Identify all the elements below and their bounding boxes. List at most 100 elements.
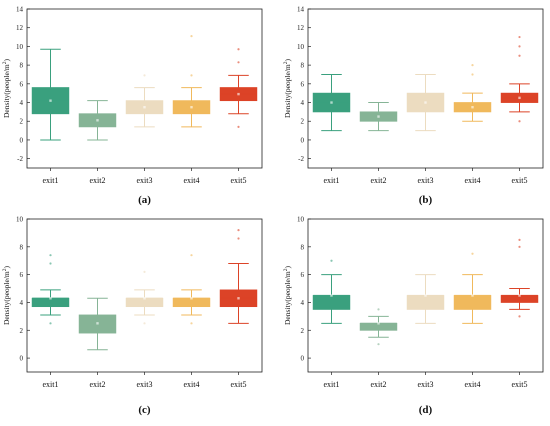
box-exit2: exit2: [78, 100, 117, 185]
box-exit2: exit2: [359, 102, 398, 185]
box-body: [453, 295, 492, 310]
outlier-point: [49, 322, 52, 325]
panel-label: (a): [138, 194, 151, 206]
y-axis-label-main: Density(people/m: [283, 64, 292, 118]
mean-marker: [143, 106, 146, 109]
outlier-point: [471, 64, 474, 67]
y-tick-label: 0: [301, 136, 305, 144]
y-tick-label: 12: [16, 24, 24, 32]
x-tick-label: exit2: [371, 380, 387, 389]
outlier-point: [518, 238, 521, 241]
outlier-point: [377, 308, 380, 311]
mean-marker: [49, 297, 52, 300]
x-tick-label: exit5: [512, 380, 528, 389]
x-tick-label: exit1: [324, 176, 340, 185]
mean-marker: [330, 101, 333, 104]
mean-marker: [96, 322, 99, 325]
x-tick-label: exit1: [43, 380, 59, 389]
box-exit1: exit1: [31, 254, 70, 389]
y-axis-label-end: ): [2, 266, 11, 269]
y-axis-label: Density(people/m2): [2, 59, 11, 119]
outlier-point: [518, 245, 521, 248]
x-tick-label: exit4: [465, 176, 481, 185]
y-tick-label: -2: [298, 155, 304, 163]
mean-marker: [143, 297, 146, 300]
y-tick-label: 0: [20, 355, 24, 363]
y-axis-label: Density(people/m2): [2, 266, 11, 326]
outlier-point: [237, 125, 240, 128]
x-tick-label: exit4: [184, 380, 200, 389]
mean-marker: [237, 92, 240, 96]
box-exit3: exit3: [125, 270, 164, 389]
outlier-point: [237, 237, 240, 240]
mean-marker: [377, 115, 380, 118]
panel-label: (b): [419, 194, 433, 206]
y-tick-label: 2: [301, 118, 305, 126]
x-tick-label: exit2: [371, 176, 387, 185]
outlier-point: [143, 74, 146, 77]
outlier-point: [190, 35, 193, 38]
outlier-point: [471, 73, 474, 76]
x-tick-label: exit5: [231, 380, 247, 389]
y-tick-label: 2: [301, 327, 305, 335]
box-exit4: exit4: [453, 252, 492, 389]
x-tick-label: exit3: [137, 176, 153, 185]
outlier-point: [518, 54, 521, 57]
y-axis-label-end: ): [283, 59, 292, 62]
y-tick-label: 4: [301, 99, 305, 107]
mean-marker: [518, 96, 521, 100]
box-body: [172, 297, 211, 308]
y-tick-label: 14: [297, 6, 305, 14]
outlier-point: [49, 262, 52, 265]
x-tick-label: exit5: [231, 176, 247, 185]
outlier-point: [143, 270, 146, 273]
y-tick-label: 2: [20, 118, 24, 126]
outlier-point: [518, 35, 521, 39]
mean-marker: [96, 119, 99, 122]
box-exit4: exit4: [172, 254, 211, 389]
outlier-point: [143, 322, 146, 325]
box-exit2: exit2: [78, 297, 117, 389]
y-tick-label: 8: [20, 62, 24, 70]
outlier-point: [190, 254, 193, 257]
outlier-point: [49, 254, 52, 257]
mean-marker: [471, 294, 474, 297]
y-axis-label-sup: 2: [2, 268, 8, 271]
mean-marker: [471, 106, 474, 109]
y-tick-label: 0: [301, 355, 305, 363]
box-exit5: exit5: [500, 238, 539, 389]
box-exit5: exit5: [219, 229, 258, 389]
box-body: [312, 295, 351, 310]
box-exit2: exit2: [359, 308, 398, 389]
box-body: [406, 295, 445, 310]
panel-label: (c): [138, 404, 151, 416]
y-tick-label: 4: [301, 299, 305, 307]
box-exit3: exit3: [125, 74, 164, 185]
box-exit5: exit5: [500, 35, 539, 185]
box-exit1: exit1: [31, 48, 70, 185]
box-exit3: exit3: [406, 274, 445, 389]
box-body: [31, 297, 70, 308]
y-tick-label: 6: [20, 271, 24, 279]
outlier-point: [330, 259, 333, 262]
y-tick-label: 6: [301, 271, 305, 279]
y-axis-label-main: Density(people/m: [2, 271, 11, 325]
box-exit3: exit3: [406, 73, 445, 185]
y-tick-label: 12: [297, 24, 305, 32]
x-tick-label: exit3: [137, 380, 153, 389]
y-tick-label: 8: [20, 243, 24, 251]
y-tick-label: 10: [16, 216, 24, 224]
outlier-point: [237, 229, 240, 232]
outlier-point: [237, 61, 240, 64]
y-axis-label-main: Density(people/m: [2, 64, 11, 118]
x-tick-label: exit4: [184, 176, 200, 185]
y-axis-label-end: ): [2, 59, 11, 62]
x-tick-label: exit3: [418, 176, 434, 185]
y-axis-label-sup: 2: [283, 268, 289, 271]
y-axis-label-sup: 2: [2, 61, 8, 64]
outlier-point: [518, 315, 521, 318]
